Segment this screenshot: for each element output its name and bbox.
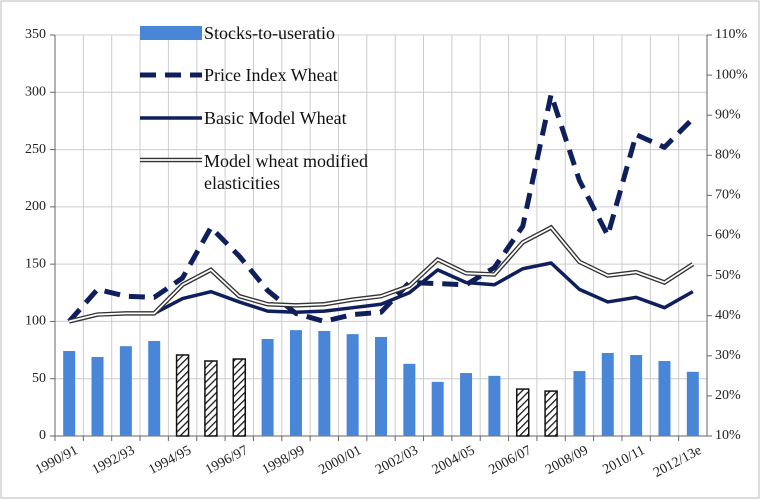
bar	[460, 373, 473, 436]
x-tick-label: 2002/03	[373, 443, 421, 478]
bar	[119, 346, 132, 436]
hatched-bar	[175, 354, 190, 437]
x-tick-label: 1996/97	[203, 443, 251, 478]
y-tick-label: 50	[32, 371, 46, 386]
dashed-line	[67, 92, 695, 324]
y2-tick-label: 50%	[715, 268, 741, 283]
hatched-bar	[232, 358, 247, 437]
y2-tick-label: 30%	[715, 348, 741, 363]
y-tick-label: 100	[25, 314, 46, 329]
y-tick-label: 250	[25, 142, 46, 157]
bar	[346, 334, 359, 436]
x-tick-label: 2006/07	[487, 443, 535, 478]
x-tick-label: 1998/99	[260, 443, 308, 478]
y2-tick-label: 10%	[715, 428, 741, 443]
bar	[573, 371, 586, 436]
bar	[488, 375, 501, 436]
x-tick-label: 1990/91	[33, 443, 81, 478]
y2-tick-label: 100%	[715, 67, 748, 82]
x-tick-label: 2000/01	[316, 443, 364, 478]
y-tick-label: 350	[25, 27, 46, 42]
bar	[148, 340, 161, 436]
x-tick-label: 2012/13e	[651, 443, 704, 481]
hatched-bar	[544, 390, 558, 437]
line	[68, 261, 694, 324]
x-tick-label: 2004/05	[430, 443, 478, 478]
y2-tick-label: 70%	[715, 188, 741, 203]
y2-tick-label: 110%	[715, 27, 747, 42]
line-outer	[68, 224, 695, 324]
y-tick-label: 200	[25, 199, 46, 214]
bar	[261, 338, 274, 436]
y-tick-label: 0	[39, 428, 46, 443]
bar	[289, 330, 302, 436]
y-tick-label: 300	[25, 85, 46, 100]
x-tick-label: 2008/09	[543, 443, 591, 478]
bar	[403, 363, 416, 436]
bar	[91, 357, 104, 436]
y2-tick-label: 90%	[715, 107, 741, 122]
bar	[686, 371, 699, 436]
y-tick-label: 150	[25, 256, 46, 271]
y2-tick-label: 80%	[715, 148, 741, 163]
bar	[375, 336, 387, 436]
bar	[431, 381, 444, 436]
legend-label: Model wheat modified elasticities	[204, 151, 368, 193]
legend-swatch	[140, 26, 202, 40]
legend-label: Basic Model Wheat	[204, 108, 347, 128]
x-tick-label: 2010/11	[600, 443, 647, 478]
x-tick-label: 1994/95	[146, 443, 194, 478]
hatched-bar	[204, 360, 218, 437]
bar	[318, 330, 331, 436]
legend-label: Price Index Wheat	[204, 65, 338, 85]
y2-tick-label: 60%	[715, 228, 741, 243]
bar	[601, 352, 614, 436]
hatched-bar	[515, 388, 530, 437]
y2-tick-label: 20%	[715, 388, 741, 403]
x-tick-label: 1992/93	[90, 443, 138, 478]
bar	[630, 354, 643, 436]
legend-label: Stocks-to-useratio	[204, 23, 335, 43]
y2-tick-label: 40%	[715, 308, 741, 323]
line-inner	[68, 226, 694, 323]
bar	[658, 361, 671, 436]
bar	[63, 350, 76, 436]
